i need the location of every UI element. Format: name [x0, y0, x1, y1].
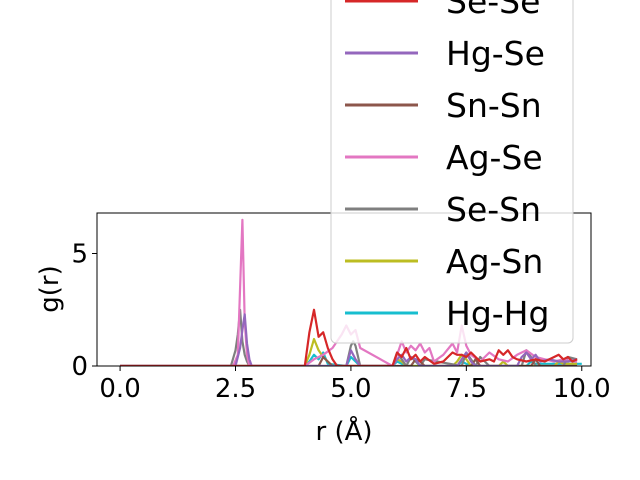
- legend-label-se-sn: Se-Sn: [446, 190, 541, 229]
- legend-label-sn-sn: Sn-Sn: [446, 86, 542, 125]
- x-tick-label: 5.0: [330, 374, 371, 404]
- legend-label-ag-sn: Ag-Sn: [446, 242, 543, 281]
- x-axis-label: r (Å): [315, 415, 372, 447]
- legend-label-ag-se: Ag-Se: [446, 138, 543, 177]
- x-tick-label: 10.0: [553, 374, 611, 404]
- y-tick-label: 0: [71, 352, 88, 382]
- legend-label-hg-se: Hg-Se: [446, 34, 545, 73]
- series-layer: [120, 218, 582, 366]
- legend-label-se-se: Se-Se: [446, 0, 540, 21]
- legend-box: [330, 0, 574, 344]
- legend-label-hg-hg: Hg-Hg: [446, 294, 549, 333]
- series-line-sn-sn: [120, 355, 578, 366]
- series-line-se-sn: [120, 308, 578, 366]
- series-line-se-se: [120, 308, 578, 366]
- y-tick-label: 5: [71, 240, 88, 270]
- series-line-ag-sn: [120, 337, 578, 366]
- legend: Se-Se Hg-Se Sn-Sn Ag-Se Se-Sn Ag-Sn Hg-Hg: [330, 0, 574, 344]
- x-tick-label: 7.5: [446, 374, 487, 404]
- y-axis-label: g(r): [35, 265, 65, 312]
- y-axis-ticks: 05: [71, 240, 97, 382]
- x-axis-ticks: 0.0 2.5 5.0 7.5 10.0: [99, 366, 611, 404]
- x-tick-label: 0.0: [99, 374, 140, 404]
- x-tick-label: 2.5: [215, 374, 256, 404]
